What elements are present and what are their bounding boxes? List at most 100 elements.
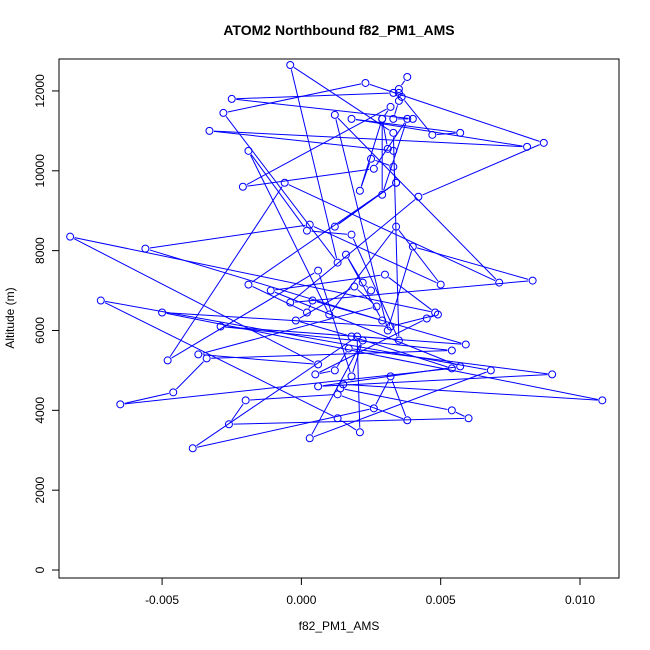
series-segment <box>347 258 361 279</box>
data-point <box>224 420 233 429</box>
data-point <box>548 370 557 379</box>
series-segment <box>290 69 338 259</box>
data-point <box>347 230 356 239</box>
y-tick-label: 8000 <box>33 237 47 264</box>
data-point <box>314 360 323 369</box>
data-point <box>286 298 295 307</box>
data-point <box>347 372 356 381</box>
series-segment <box>394 315 434 326</box>
data-point <box>244 280 253 289</box>
data-point <box>308 296 317 305</box>
data-point <box>96 296 105 305</box>
data-point <box>428 130 437 139</box>
data-point <box>305 220 314 229</box>
series-segment <box>355 118 456 133</box>
y-tick-label: 6000 <box>33 317 47 344</box>
data-point <box>339 380 348 389</box>
series-segment <box>176 361 204 390</box>
data-point <box>447 346 456 355</box>
data-point <box>358 278 367 287</box>
series-segment <box>202 307 373 354</box>
series-segment <box>335 119 388 327</box>
series-segment <box>341 395 404 420</box>
data-point <box>314 266 323 275</box>
series-segment <box>300 321 348 336</box>
data-point <box>216 322 225 331</box>
data-point <box>355 428 364 437</box>
data-point <box>286 60 295 69</box>
y-tick-label: 4000 <box>33 397 47 424</box>
series-segment <box>225 116 336 260</box>
series-segment <box>251 184 393 283</box>
data-point <box>361 78 370 87</box>
series-segment <box>353 348 548 375</box>
series-segment <box>73 238 315 363</box>
y-tick-label: 2000 <box>33 476 47 503</box>
series-segment <box>149 224 306 249</box>
data-point <box>369 404 378 413</box>
x-axis-label: f82_PM1_AMS <box>299 619 380 633</box>
data-point <box>330 110 339 119</box>
series-segment <box>401 80 406 86</box>
data-point <box>350 282 359 291</box>
series-segment <box>341 420 357 431</box>
series-segment <box>384 110 389 116</box>
data-point <box>325 310 334 319</box>
series-segment <box>352 344 362 373</box>
data-point <box>408 114 417 123</box>
series-segment <box>233 417 465 425</box>
data-point <box>347 332 356 341</box>
series-segment <box>311 230 348 235</box>
series-segment <box>316 301 462 344</box>
data-point <box>333 390 342 399</box>
data-point <box>408 242 417 251</box>
data-point <box>219 108 228 117</box>
data-point <box>422 314 431 323</box>
series-segment <box>231 403 244 421</box>
data-point <box>383 326 392 335</box>
data-point <box>344 344 353 353</box>
series-segment <box>398 229 439 282</box>
series-segment <box>352 238 398 337</box>
data-point <box>461 340 470 349</box>
data-point <box>403 114 412 123</box>
series-segment <box>169 186 283 357</box>
data-point <box>389 114 398 123</box>
data-point <box>188 444 197 453</box>
data-point <box>392 178 401 187</box>
data-point <box>266 286 275 295</box>
x-axis: -0.005 0.000 0.005 0.010 <box>145 577 595 607</box>
series-segment <box>417 247 529 280</box>
data-point <box>333 414 342 423</box>
series-segment <box>375 380 389 405</box>
series-segment <box>274 291 457 366</box>
data-point <box>244 146 253 155</box>
data-point <box>392 222 401 231</box>
series-segment <box>246 108 387 186</box>
data-point <box>355 186 364 195</box>
data-point <box>464 414 473 423</box>
series-segment <box>313 226 437 284</box>
series-segment <box>355 119 523 147</box>
series-segment <box>391 380 407 417</box>
data-point <box>394 84 403 93</box>
data-point <box>433 310 442 319</box>
data-point <box>539 138 548 147</box>
data-point <box>163 356 172 365</box>
series-segment <box>392 137 400 336</box>
data-point <box>369 164 378 173</box>
x-tick-label: 0.010 <box>565 593 595 607</box>
series-segment <box>197 408 370 448</box>
data-point <box>353 332 362 341</box>
data-point <box>386 322 395 331</box>
series-segment <box>166 312 387 327</box>
data-point <box>447 364 456 373</box>
data-point <box>486 366 495 375</box>
data-point <box>358 336 367 345</box>
series-segment <box>388 276 432 311</box>
series-lines <box>73 67 598 448</box>
y-tick-label: 10000 <box>33 154 47 188</box>
series-segment <box>331 229 394 312</box>
data-point <box>495 278 504 287</box>
data-point <box>169 388 178 397</box>
